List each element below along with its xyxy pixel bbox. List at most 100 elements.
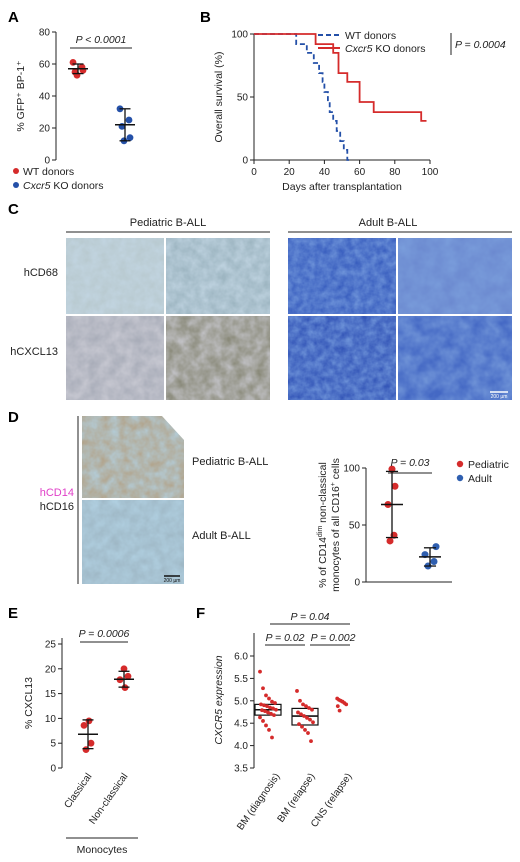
panel-c-scalebar-label: 200 µm bbox=[491, 394, 508, 400]
panel-e-label: E bbox=[8, 605, 18, 622]
panel-a-ytick-label: 60 bbox=[39, 60, 51, 71]
panel-a-point bbox=[79, 67, 87, 74]
panel-f-point bbox=[271, 706, 275, 711]
panel-e-ytick-label: 10 bbox=[45, 714, 57, 725]
panel-f-chart: 3.5 4.0 4.5 5.0 5.5 6.0 P = 0.04 P = 0.02 P =… bbox=[213, 611, 356, 832]
panel-f-point bbox=[270, 735, 274, 740]
panel-f-point bbox=[297, 722, 301, 726]
panel-d-point bbox=[391, 482, 399, 490]
panel-c-image-ped-hcxcl13-high-texture bbox=[166, 316, 270, 400]
panel-d-ytick-label: 0 bbox=[354, 578, 360, 589]
panel-d-ylabel2-sup: + bbox=[330, 482, 337, 486]
panel-d-ylabel1-sup: dim bbox=[317, 526, 324, 537]
panel-e-point bbox=[120, 665, 128, 673]
panel-b-pvalue: P = 0.0004 bbox=[455, 39, 506, 51]
panel-f-point bbox=[335, 704, 340, 709]
panel-f-point bbox=[266, 710, 270, 715]
panel-a-ytick-label: 20 bbox=[39, 124, 51, 135]
panel-f-ytick-label: 5.5 bbox=[234, 674, 248, 685]
panel-d-ylabel1-rest: non-classical bbox=[317, 462, 329, 526]
panel-f-point bbox=[264, 723, 268, 728]
panel-b-ytick-label: 100 bbox=[231, 30, 248, 41]
panel-b-xtick-label: 100 bbox=[422, 167, 439, 178]
panel-f-point bbox=[267, 696, 271, 701]
panel-a-ytick-label: 80 bbox=[39, 28, 51, 39]
panel-b-label: B bbox=[200, 9, 211, 26]
panel-d-point bbox=[430, 557, 438, 565]
panel-d-image-pediatric-texture bbox=[82, 416, 184, 498]
panel-c-row-hcd68: hCD68 bbox=[24, 267, 58, 279]
panel-e-xtick-classical: Classical bbox=[62, 771, 94, 810]
panel-b-ylabel: Overall survival (%) bbox=[213, 51, 225, 142]
panel-f-ytick-label: 4.0 bbox=[234, 741, 248, 752]
panel-e-ytick-label: 15 bbox=[45, 689, 57, 700]
panel-f-point bbox=[261, 719, 265, 723]
panel-d-scalebar-label: 200 µm bbox=[164, 578, 181, 584]
panel-d-ylabel2-rest: cells bbox=[330, 458, 342, 482]
panel-d-ytick-label: 50 bbox=[349, 521, 361, 532]
panel-f-point bbox=[307, 706, 311, 710]
panel-b-series-ko bbox=[254, 33, 427, 122]
panel-f-point bbox=[259, 702, 263, 707]
panel-f-xtick-bm-relapse: BM (relapse) bbox=[276, 771, 318, 824]
panel-d-ylabel-line2: monocytes of all CD16+ cells bbox=[330, 458, 342, 592]
panel-a-ytick-label: 0 bbox=[44, 156, 50, 167]
panel-f-xtick-bm-diagnosis: BM (diagnosis) bbox=[235, 771, 282, 832]
panel-b-xlabel: Days after transplantation bbox=[282, 181, 402, 193]
panel-f-ytick-label: 3.5 bbox=[234, 764, 248, 775]
panel-f-point bbox=[265, 704, 269, 709]
panel-d-ylabel1-a: % of CD14 bbox=[317, 537, 329, 588]
panel-f-point bbox=[267, 728, 271, 732]
panel-f-ylabel: CXCR5 expression bbox=[213, 655, 225, 744]
panel-d-point bbox=[386, 537, 394, 545]
panel-f-point bbox=[269, 711, 273, 716]
panel-f-point bbox=[258, 669, 262, 674]
panel-f-point bbox=[298, 698, 302, 703]
panel-e-group-label: Monocytes bbox=[77, 844, 128, 856]
panel-f-xtick-cns-relapse: CNS (relapse) bbox=[309, 771, 354, 829]
panel-f-point bbox=[309, 739, 313, 744]
panel-a-ylabel: % GFP⁺ BP-1⁺ bbox=[15, 60, 27, 132]
panel-c-image-ped-hcxcl13-low-texture bbox=[66, 316, 164, 400]
panel-d-chart: 0 50 100 P = 0.03 % of CD14dim non-classic… bbox=[317, 457, 509, 592]
panel-b-ytick-label: 0 bbox=[242, 156, 248, 167]
panel-f-pvalue-2: P = 0.02 bbox=[265, 632, 304, 644]
panel-a-point bbox=[126, 134, 134, 142]
panel-e-point bbox=[124, 672, 132, 680]
panel-b-series-wt bbox=[254, 33, 349, 161]
panel-d-stain-hcd16: hCD16 bbox=[40, 501, 74, 513]
panel-d-row-adult: Adult B-ALL bbox=[192, 530, 251, 542]
panel-a-legend-wt-dot bbox=[13, 168, 19, 174]
panel-a-legend-wt: WT donors bbox=[23, 166, 74, 178]
panel-e-xtick-nonclassical: Non-classical bbox=[87, 771, 130, 826]
panel-c-image-adult-hcd68-low-texture bbox=[288, 238, 396, 314]
panel-e-point bbox=[80, 721, 88, 729]
panel-c-image-adult-hcxcl13-low-texture bbox=[288, 316, 396, 400]
panel-c-image-adult-hcd68-high-texture bbox=[398, 238, 512, 314]
panel-d-legend-adult: Adult bbox=[468, 473, 492, 485]
panel-f-point bbox=[300, 724, 304, 729]
panel-e-ytick-label: 20 bbox=[45, 664, 57, 675]
panel-d-ylabel2-a: monocytes of all CD16 bbox=[330, 486, 342, 592]
panel-f-point bbox=[264, 693, 268, 698]
panel-d-micrographs: hCD14 hCD16 200 µm Pediatric B-ALL Adult… bbox=[40, 416, 268, 584]
panel-e-ytick-label: 0 bbox=[50, 764, 56, 775]
panel-c-micrographs: Pediatric B-ALL Adult B-ALL hCD68 hCXCL1… bbox=[10, 217, 512, 400]
panel-d-legend-adult-dot bbox=[456, 474, 464, 482]
panel-c-image-adult-hcxcl13-high-texture bbox=[398, 316, 512, 400]
panel-c-header-pediatric: Pediatric B-ALL bbox=[130, 217, 206, 229]
panel-f-point bbox=[262, 703, 266, 708]
panel-a-ytick-label: 40 bbox=[39, 92, 51, 103]
panel-b-ytick-label: 50 bbox=[237, 93, 249, 104]
panel-f-point bbox=[344, 702, 349, 707]
panel-a-point bbox=[125, 116, 133, 124]
panel-b-xtick-label: 20 bbox=[284, 167, 296, 178]
panel-f-point bbox=[306, 731, 310, 735]
panel-f-point bbox=[296, 710, 300, 715]
panel-d-legend-pediatric: Pediatric bbox=[468, 459, 509, 471]
panel-e-pvalue: P = 0.0006 bbox=[79, 628, 130, 640]
panel-f-point bbox=[270, 699, 274, 704]
panel-e-ytick-label: 25 bbox=[45, 640, 57, 651]
panel-d-ylabel-line1: % of CD14dim non-classical bbox=[317, 462, 329, 588]
panel-a-point bbox=[73, 71, 81, 79]
